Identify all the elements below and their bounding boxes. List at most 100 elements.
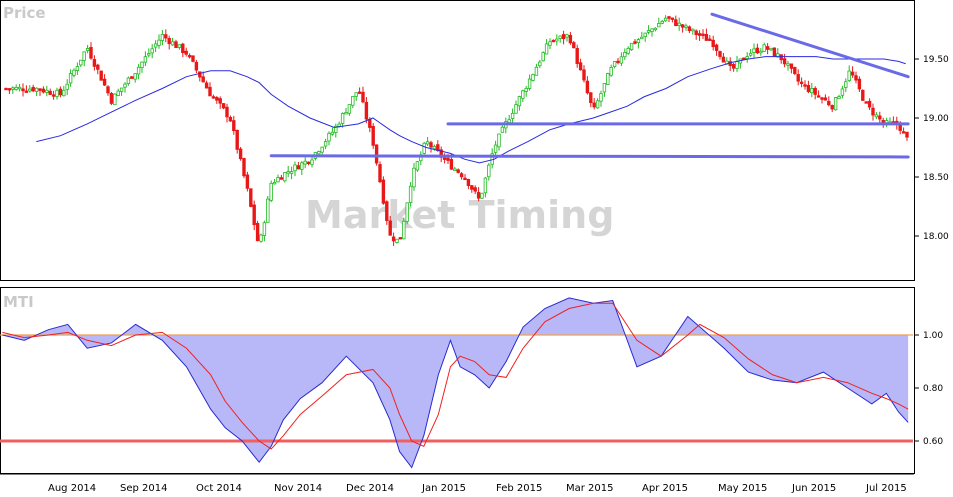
candle-down: [89, 46, 93, 59]
candle-down: [674, 19, 678, 26]
candle-up: [136, 66, 141, 75]
candle-down: [429, 142, 433, 148]
candle-up: [320, 146, 324, 153]
candle-down: [198, 71, 202, 78]
candle-up: [534, 66, 539, 76]
x-tick-label: Sep 2014: [120, 483, 167, 493]
candle-up: [330, 131, 335, 135]
candle-down: [793, 67, 797, 75]
candle-up: [283, 172, 287, 182]
x-tick-label: Aug 2014: [48, 483, 96, 493]
candle-down: [449, 159, 454, 170]
x-tick-label: Jul 2015: [865, 483, 907, 493]
candle-up: [544, 43, 549, 55]
candle-up: [646, 30, 651, 33]
candle-up: [653, 27, 658, 31]
candle-down: [687, 26, 692, 31]
candle-down: [823, 97, 828, 101]
candle-up: [609, 67, 613, 76]
candle-up: [531, 74, 535, 81]
candle-down: [249, 188, 253, 207]
candle-down: [208, 86, 212, 97]
price-plot-area: [4, 12, 910, 246]
candle-down: [368, 118, 372, 128]
candle-up: [45, 89, 49, 93]
candle-down: [799, 81, 804, 84]
candle-up: [623, 52, 627, 58]
candle-down: [357, 91, 362, 94]
candle-up: [538, 61, 542, 67]
candle-up: [521, 90, 525, 99]
candle-up: [170, 41, 175, 46]
candle-up: [599, 93, 603, 102]
candle-down: [816, 95, 821, 98]
candle-up: [300, 162, 304, 170]
x-tick-label: Dec 2014: [346, 483, 394, 493]
candle-down: [225, 106, 229, 118]
candle-up: [565, 34, 569, 38]
candle-up: [497, 133, 501, 148]
candle-up: [612, 61, 617, 67]
candle-up: [276, 177, 280, 183]
candle-down: [361, 91, 365, 103]
moving-average-line: [36, 56, 906, 164]
candle-down: [391, 236, 396, 242]
candle-up: [660, 20, 664, 24]
candle-up: [293, 164, 297, 172]
candle-up: [310, 159, 314, 165]
candle-up: [762, 44, 766, 52]
x-tick-label: May 2015: [718, 483, 767, 493]
candle-down: [830, 104, 834, 110]
candle-down: [589, 92, 593, 104]
mti-area-fill: [2, 297, 909, 468]
candle-down: [378, 164, 382, 183]
candle-down: [238, 148, 243, 160]
candle-up: [85, 48, 90, 51]
candle-down: [215, 97, 219, 101]
candle-up: [34, 87, 39, 92]
candle-down: [181, 43, 185, 54]
candle-up: [847, 70, 851, 81]
candle-down: [58, 88, 63, 96]
candle-down: [871, 107, 875, 116]
candle-up: [748, 52, 753, 56]
candle-down: [48, 90, 52, 95]
candle-up: [402, 220, 406, 240]
candle-down: [779, 54, 783, 61]
price-panel-title: Price: [3, 4, 46, 22]
candle-up: [269, 182, 273, 201]
trendline: [710, 12, 910, 79]
candle-down: [551, 39, 556, 43]
candle-up: [833, 97, 838, 111]
candle-up: [351, 96, 355, 106]
candle-up: [493, 144, 498, 153]
candle-down: [864, 101, 868, 104]
candle-up: [636, 39, 641, 44]
candle-up: [286, 171, 290, 174]
candle-up: [323, 141, 328, 147]
candle-up: [28, 88, 32, 92]
candle-down: [694, 30, 698, 36]
candle-up: [500, 126, 505, 133]
candle-up: [14, 86, 18, 90]
candle-up: [303, 160, 307, 165]
candle-up: [160, 34, 165, 41]
candle-down: [616, 60, 620, 64]
candle-up: [759, 50, 763, 54]
candle-up: [769, 47, 773, 51]
candle-down: [813, 87, 817, 95]
candle-down: [568, 34, 573, 44]
candle-down: [755, 47, 760, 54]
candle-down: [38, 88, 42, 91]
candle-up: [626, 48, 630, 54]
candle-down: [109, 92, 114, 104]
candle-down: [24, 90, 29, 93]
candle-up: [555, 38, 559, 42]
candle-down: [585, 80, 590, 94]
candle-down: [21, 88, 25, 92]
candle-down: [476, 192, 481, 199]
candle-up: [629, 42, 634, 51]
candle-up: [334, 125, 338, 133]
